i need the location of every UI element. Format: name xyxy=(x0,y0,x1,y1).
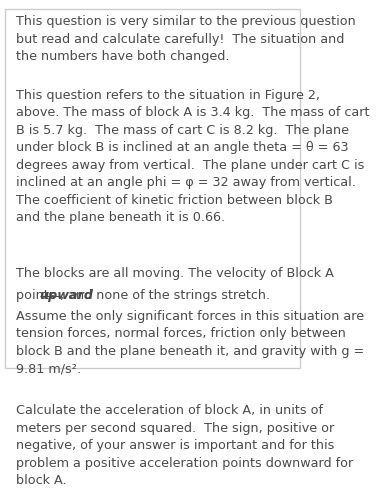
Text: The blocks are all moving. The velocity of Block A: The blocks are all moving. The velocity … xyxy=(16,268,334,280)
FancyBboxPatch shape xyxy=(5,9,299,368)
Text: , and none of the strings stretch.: , and none of the strings stretch. xyxy=(60,289,270,301)
Text: This question is very similar to the previous question
but read and calculate ca: This question is very similar to the pre… xyxy=(16,15,356,63)
Text: upward: upward xyxy=(40,289,93,301)
Text: points: points xyxy=(16,289,59,301)
Text: Calculate the acceleration of block A, in units of
meters per second squared.  T: Calculate the acceleration of block A, i… xyxy=(16,404,353,487)
Text: This question refers to the situation in Figure 2,
above. The mass of block A is: This question refers to the situation in… xyxy=(16,89,369,224)
Text: Assume the only significant forces in this situation are
tension forces, normal : Assume the only significant forces in th… xyxy=(16,310,364,375)
